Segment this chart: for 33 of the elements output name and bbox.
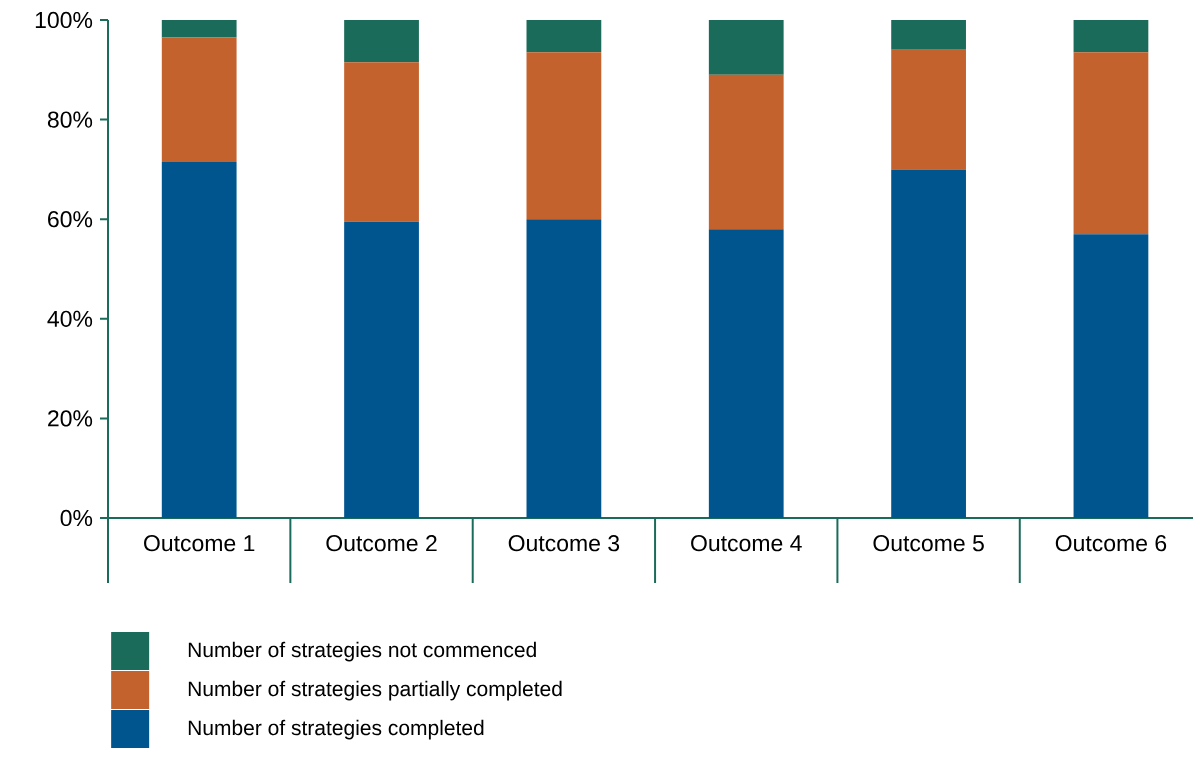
x-tick-label: Outcome 4 [691, 535, 802, 552]
y-tick-label: 0% [60, 509, 93, 527]
bar [161, 37, 237, 162]
bar [344, 62, 419, 222]
bar [161, 19, 237, 38]
y-tick-label: 80% [47, 111, 93, 128]
bar [526, 219, 602, 518]
x-tick-label: Outcome 3 [508, 535, 620, 552]
bar [344, 221, 419, 518]
x-tick-label: Outcome 6 [1055, 535, 1167, 552]
y-tick-label: 40% [47, 310, 93, 327]
bar [891, 169, 966, 518]
legend-label: Number of strategies not commenced [188, 641, 536, 662]
bar [526, 19, 602, 53]
bar [1073, 234, 1149, 518]
bar [891, 49, 966, 170]
bar [344, 19, 419, 63]
bar [708, 74, 784, 230]
bar [1073, 52, 1149, 235]
bar [708, 19, 784, 75]
y-tick-label: 100% [35, 11, 93, 29]
bar [891, 19, 966, 50]
y-tick-label: 60% [48, 211, 93, 228]
x-tick-label: Outcome 5 [873, 535, 984, 552]
y-tick-label: 20% [48, 410, 93, 427]
bar [1073, 19, 1149, 53]
bar [526, 52, 602, 220]
legend-label: Number of strategies partially completed [188, 680, 562, 701]
x-tick-label: Outcome 2 [326, 535, 437, 552]
bar [161, 161, 237, 518]
x-tick-label: Outcome 1 [144, 535, 255, 552]
legend-label: Number of strategies completed [188, 719, 484, 740]
bar [708, 229, 784, 518]
